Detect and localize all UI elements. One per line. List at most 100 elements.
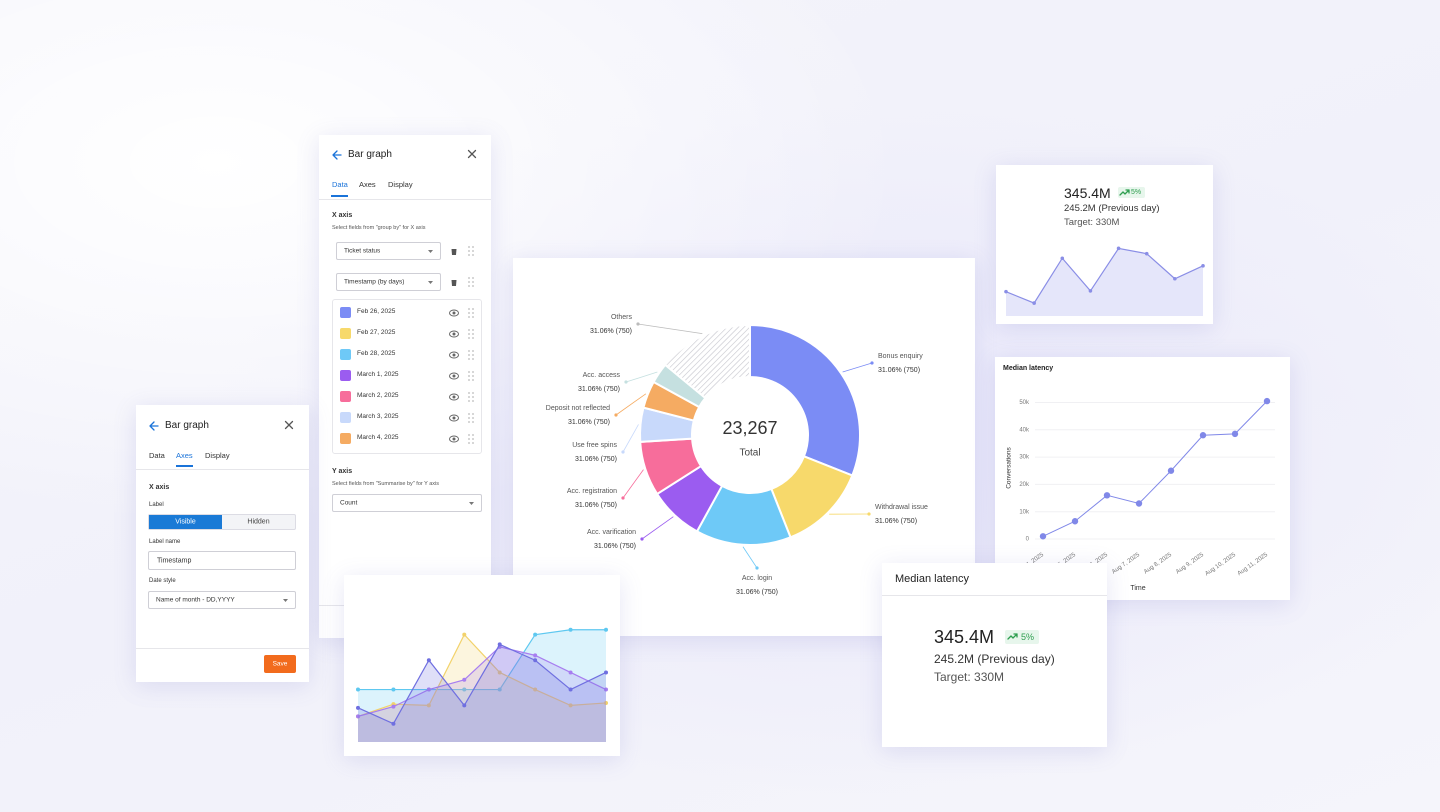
slice-caption: 31.06% (750) bbox=[736, 589, 778, 596]
drag-dot bbox=[472, 379, 474, 381]
save-button[interactable]: Save bbox=[264, 655, 296, 673]
x-tick-label: Aug 10, 2025 bbox=[1204, 552, 1237, 578]
eye-pupil bbox=[452, 395, 456, 399]
point bbox=[604, 670, 608, 675]
section-heading: Y axis bbox=[332, 468, 353, 475]
chevron-icon bbox=[428, 250, 433, 253]
point bbox=[391, 687, 396, 692]
eye-pupil bbox=[452, 353, 456, 357]
drag-handle[interactable] bbox=[468, 392, 474, 402]
point bbox=[1116, 246, 1121, 251]
drag-handle[interactable] bbox=[468, 413, 474, 423]
drag-handle[interactable] bbox=[468, 329, 474, 339]
tab[interactable]: Data bbox=[149, 451, 165, 460]
leader-line bbox=[742, 546, 758, 569]
drag-dot bbox=[472, 442, 474, 444]
field-select[interactable]: Timestamp (by days) bbox=[336, 273, 441, 291]
toggle-option[interactable]: Visible bbox=[149, 515, 222, 529]
chevron-icon-shape bbox=[283, 599, 288, 602]
slice-caption: 31.06% (750) bbox=[594, 543, 636, 550]
visibility-icon[interactable] bbox=[449, 350, 459, 360]
panel-title: Bar graph bbox=[348, 149, 392, 160]
drag-handle[interactable] bbox=[468, 371, 474, 381]
drag-dot bbox=[468, 413, 470, 415]
tab[interactable]: Display bbox=[205, 451, 230, 460]
series-label: March 3, 2025 bbox=[357, 413, 399, 420]
eye-outline bbox=[449, 393, 459, 401]
toggle-text: Visible bbox=[175, 518, 196, 526]
drag-dot bbox=[472, 354, 474, 356]
donut-total: 23,267 bbox=[722, 418, 777, 438]
slice-label: Bonus enquiry bbox=[878, 353, 923, 360]
point bbox=[568, 627, 573, 632]
drag-dot bbox=[472, 329, 474, 331]
line bbox=[358, 629, 606, 691]
point bbox=[568, 703, 573, 708]
slice-caption: 31.06% (750) bbox=[575, 456, 617, 463]
leader-dot bbox=[624, 380, 628, 384]
trend-icon bbox=[1007, 633, 1018, 640]
drag-handle[interactable] bbox=[468, 277, 474, 287]
toggle-option[interactable]: Hidden bbox=[222, 515, 295, 529]
leader-dot bbox=[867, 512, 871, 516]
series-label: Feb 27, 2025 bbox=[357, 329, 396, 336]
drag-dot bbox=[468, 354, 470, 356]
drag-handle[interactable] bbox=[468, 246, 474, 256]
drag-handle[interactable] bbox=[468, 350, 474, 360]
area-chart bbox=[356, 627, 608, 742]
x-tick-label: Aug 8, 2025 bbox=[1143, 552, 1173, 576]
visibility-toggle: Visible Hidden bbox=[148, 514, 296, 530]
leader-dot bbox=[621, 450, 625, 454]
visibility-icon[interactable] bbox=[449, 434, 459, 444]
drag-dot bbox=[468, 329, 470, 331]
visibility-icon[interactable] bbox=[449, 329, 459, 339]
summary-select[interactable]: Count bbox=[332, 494, 482, 512]
point bbox=[426, 658, 431, 663]
donut-chart: Bonus enquiry 31.06% (750) Withdrawal issu… bbox=[546, 314, 928, 596]
visibility-icon[interactable] bbox=[449, 308, 459, 318]
text-input[interactable]: Timestamp bbox=[148, 551, 296, 570]
tab[interactable]: Axes bbox=[176, 451, 193, 460]
tab[interactable]: Axes bbox=[359, 180, 376, 189]
x-tick-label: Aug 9, 2025 bbox=[1175, 552, 1205, 576]
drag-dot bbox=[468, 392, 470, 394]
point bbox=[1263, 397, 1271, 405]
area-fill bbox=[358, 629, 606, 742]
eye-outline bbox=[449, 309, 459, 317]
close-icon[interactable] bbox=[467, 149, 477, 159]
leader-line bbox=[641, 516, 674, 540]
back-icon[interactable] bbox=[149, 421, 159, 431]
back-icon[interactable] bbox=[332, 150, 342, 160]
close-icon[interactable] bbox=[284, 420, 294, 430]
drag-dot bbox=[468, 285, 470, 287]
field-select[interactable]: Ticket status bbox=[336, 242, 441, 260]
change-text: 5% bbox=[1021, 632, 1035, 642]
tab[interactable]: Data bbox=[332, 180, 348, 189]
card-title: Median latency bbox=[895, 573, 969, 585]
tab[interactable]: Display bbox=[388, 180, 413, 189]
sparkline bbox=[1004, 246, 1205, 316]
series-swatch bbox=[340, 412, 351, 423]
section-heading: X axis bbox=[332, 212, 353, 219]
visibility-icon[interactable] bbox=[449, 371, 459, 381]
delete-icon[interactable] bbox=[449, 277, 459, 287]
delete-icon-shape bbox=[450, 247, 458, 255]
drag-handle[interactable] bbox=[468, 434, 474, 444]
series-label: Feb 26, 2025 bbox=[357, 308, 396, 315]
point bbox=[604, 687, 608, 692]
slice-label: Deposit not reflected bbox=[546, 405, 610, 412]
eye-outline bbox=[449, 351, 459, 359]
visibility-icon[interactable] bbox=[449, 392, 459, 402]
x-tick-label: Aug 7, 2025 bbox=[1111, 552, 1141, 576]
eye-outline bbox=[449, 435, 459, 443]
delete-icon[interactable] bbox=[449, 246, 459, 256]
chevron-icon bbox=[469, 502, 474, 505]
drag-handle[interactable] bbox=[468, 308, 474, 318]
slice-caption: 31.06% (750) bbox=[590, 328, 632, 335]
drag-dot bbox=[468, 400, 470, 402]
kpi-value: 345.4M bbox=[934, 627, 995, 647]
visibility-icon[interactable] bbox=[449, 413, 459, 423]
leader-dot bbox=[870, 361, 874, 365]
date-style-select[interactable]: Name of month - DD,YYYY bbox=[148, 591, 296, 609]
